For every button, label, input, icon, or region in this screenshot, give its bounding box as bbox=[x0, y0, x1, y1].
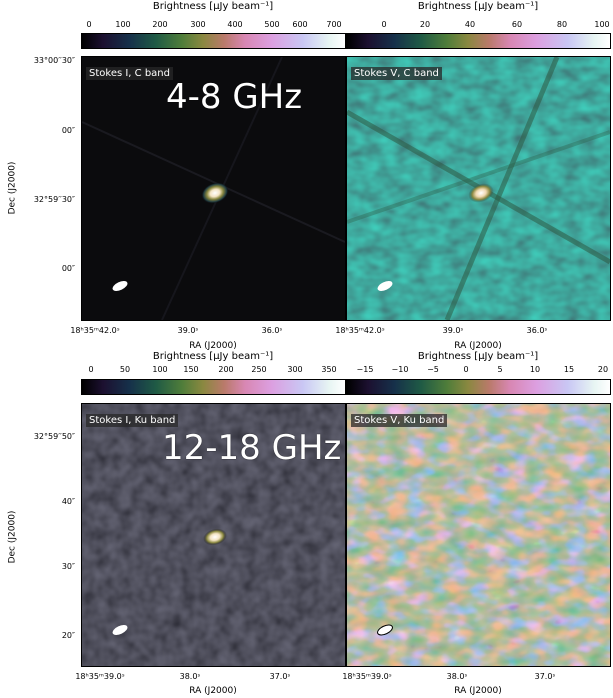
dec-tick-ku-1: 40″ bbox=[61, 497, 75, 506]
beam-ellipse bbox=[112, 625, 128, 635]
colorbar-c-i bbox=[81, 33, 346, 49]
colorbar-tick-ku-i-5: 250 bbox=[251, 365, 267, 374]
colorbar-tick-c-i-7: 700 bbox=[326, 20, 342, 29]
colorbar-tick-ku-i-0: 0 bbox=[88, 365, 94, 374]
colorbar-ku-i bbox=[81, 379, 346, 395]
ra-tick-ku-v-2: 37.0ˢ bbox=[534, 672, 556, 681]
colorbar-tick-ku-v-5: 10 bbox=[529, 365, 541, 374]
dec-axis-title-ku: Dec (J2000) bbox=[7, 510, 18, 564]
colorbar-tick-ku-v-1: −10 bbox=[391, 365, 409, 374]
colorbar-tick-ku-i-2: 100 bbox=[152, 365, 168, 374]
image-stokes-v-ku-band bbox=[347, 404, 610, 666]
colorbar-tick-ku-v-4: 5 bbox=[497, 365, 503, 374]
ra-tick-ku-i-0: 18ʰ35ᵐ39.0ˢ bbox=[75, 672, 125, 681]
dec-tick-ku-0: 32°59′′50″ bbox=[33, 432, 75, 441]
colorbar-tick-c-v-2: 40 bbox=[464, 20, 476, 29]
ra-axis-title-c-i: RA (J2000) bbox=[189, 341, 237, 351]
colorbar-title-ku-v: Brightness [μJy beam⁻¹] bbox=[417, 351, 539, 362]
dec-tick-c-1: 00″ bbox=[61, 126, 75, 135]
ra-tick-c-v-1: 39.0ˢ bbox=[442, 326, 464, 335]
dec-tick-c-2: 32°59′′30″ bbox=[33, 195, 75, 204]
ra-tick-c-i-0: 18ʰ35ᵐ42.0ˢ bbox=[70, 326, 120, 335]
band-label-c: 4-8 GHz bbox=[166, 77, 303, 117]
colorbar-title-c-v: Brightness [μJy beam⁻¹] bbox=[417, 1, 539, 12]
colorbar-tick-c-i-2: 200 bbox=[152, 20, 168, 29]
panel-label-c-v: Stokes V, C band bbox=[351, 67, 442, 80]
colorbar-title-c-i: Brightness [μJy beam⁻¹] bbox=[152, 1, 274, 12]
ra-tick-ku-v-1: 38.0ˢ bbox=[446, 672, 468, 681]
colorbar-tick-ku-v-6: 15 bbox=[563, 365, 575, 374]
ra-tick-ku-i-1: 38.0ˢ bbox=[179, 672, 201, 681]
dec-axis-title-c: Dec (J2000) bbox=[7, 161, 18, 215]
colorbar-tick-ku-i-4: 200 bbox=[218, 365, 234, 374]
ra-tick-ku-v-0: 18ʰ35ᵐ39.0ˢ bbox=[342, 672, 392, 681]
colorbar-tick-c-i-1: 100 bbox=[115, 20, 131, 29]
image-stokes-i-c-band bbox=[82, 57, 345, 320]
colorbar-tick-c-v-4: 80 bbox=[556, 20, 568, 29]
panel-label-ku-v: Stokes V, Ku band bbox=[351, 414, 448, 427]
colorbar-tick-ku-i-7: 350 bbox=[321, 365, 337, 374]
panel-stokes-v-c-band: Stokes V, C band bbox=[346, 56, 611, 321]
ra-axis-title-c-v: RA (J2000) bbox=[454, 341, 502, 351]
dec-tick-c-0: 33°00′′30″ bbox=[33, 56, 75, 65]
ra-tick-c-v-0: 18ʰ35ᵐ42.0ˢ bbox=[335, 326, 385, 335]
colorbar-tick-c-v-0: 0 bbox=[381, 20, 387, 29]
colorbar-tick-c-i-3: 300 bbox=[190, 20, 206, 29]
dec-tick-ku-3: 20″ bbox=[61, 631, 75, 640]
colorbar-tick-c-i-4: 400 bbox=[227, 20, 243, 29]
colorbar-tick-c-v-3: 60 bbox=[511, 20, 523, 29]
panel-label-ku-i: Stokes I, Ku band bbox=[86, 414, 179, 427]
colorbar-tick-ku-v-2: −5 bbox=[427, 365, 439, 374]
colorbar-tick-c-i-5: 500 bbox=[264, 20, 280, 29]
colorbar-tick-c-i-6: 600 bbox=[292, 20, 308, 29]
colorbar-tick-c-v-5: 100 bbox=[594, 20, 610, 29]
colorbar-title-ku-i: Brightness [μJy beam⁻¹] bbox=[152, 351, 274, 362]
colorbar-tick-c-i-0: 0 bbox=[86, 20, 92, 29]
ra-axis-title-ku-v: RA (J2000) bbox=[454, 686, 502, 696]
ra-tick-c-i-2: 36.0ˢ bbox=[261, 326, 283, 335]
colorbar-tick-c-v-1: 20 bbox=[419, 20, 431, 29]
colorbar-tick-ku-i-1: 50 bbox=[119, 365, 131, 374]
colorbar-tick-ku-v-3: 0 bbox=[463, 365, 469, 374]
colorbar-ku-v bbox=[346, 379, 611, 395]
colorbar-tick-ku-i-6: 300 bbox=[287, 365, 303, 374]
dec-tick-c-3: 00″ bbox=[61, 264, 75, 273]
ra-axis-title-ku-i: RA (J2000) bbox=[189, 686, 237, 696]
colorbar-tick-ku-v-0: −15 bbox=[356, 365, 374, 374]
colorbar-tick-ku-i-3: 150 bbox=[183, 365, 199, 374]
ra-tick-c-v-2: 36.0ˢ bbox=[526, 326, 548, 335]
panel-label-c-i: Stokes I, C band bbox=[86, 67, 173, 80]
image-stokes-i-ku-band bbox=[82, 404, 345, 666]
dec-tick-ku-2: 30″ bbox=[61, 562, 75, 571]
ra-tick-ku-i-2: 37.0ˢ bbox=[269, 672, 291, 681]
beam-ellipse bbox=[112, 281, 128, 291]
panel-stokes-i-ku-band: Stokes I, Ku band 12-18 GHz bbox=[81, 403, 346, 667]
image-stokes-v-c-band bbox=[347, 57, 610, 320]
colorbar-tick-ku-v-7: 20 bbox=[597, 365, 609, 374]
beam-ellipse bbox=[377, 624, 393, 636]
beam-ellipse bbox=[377, 281, 393, 291]
colorbar-c-v bbox=[346, 33, 611, 49]
ra-tick-c-i-1: 39.0ˢ bbox=[177, 326, 199, 335]
panel-stokes-i-c-band: Stokes I, C band 4-8 GHz bbox=[81, 56, 346, 321]
band-label-ku: 12-18 GHz bbox=[162, 428, 342, 468]
panel-stokes-v-ku-band: Stokes V, Ku band bbox=[346, 403, 611, 667]
